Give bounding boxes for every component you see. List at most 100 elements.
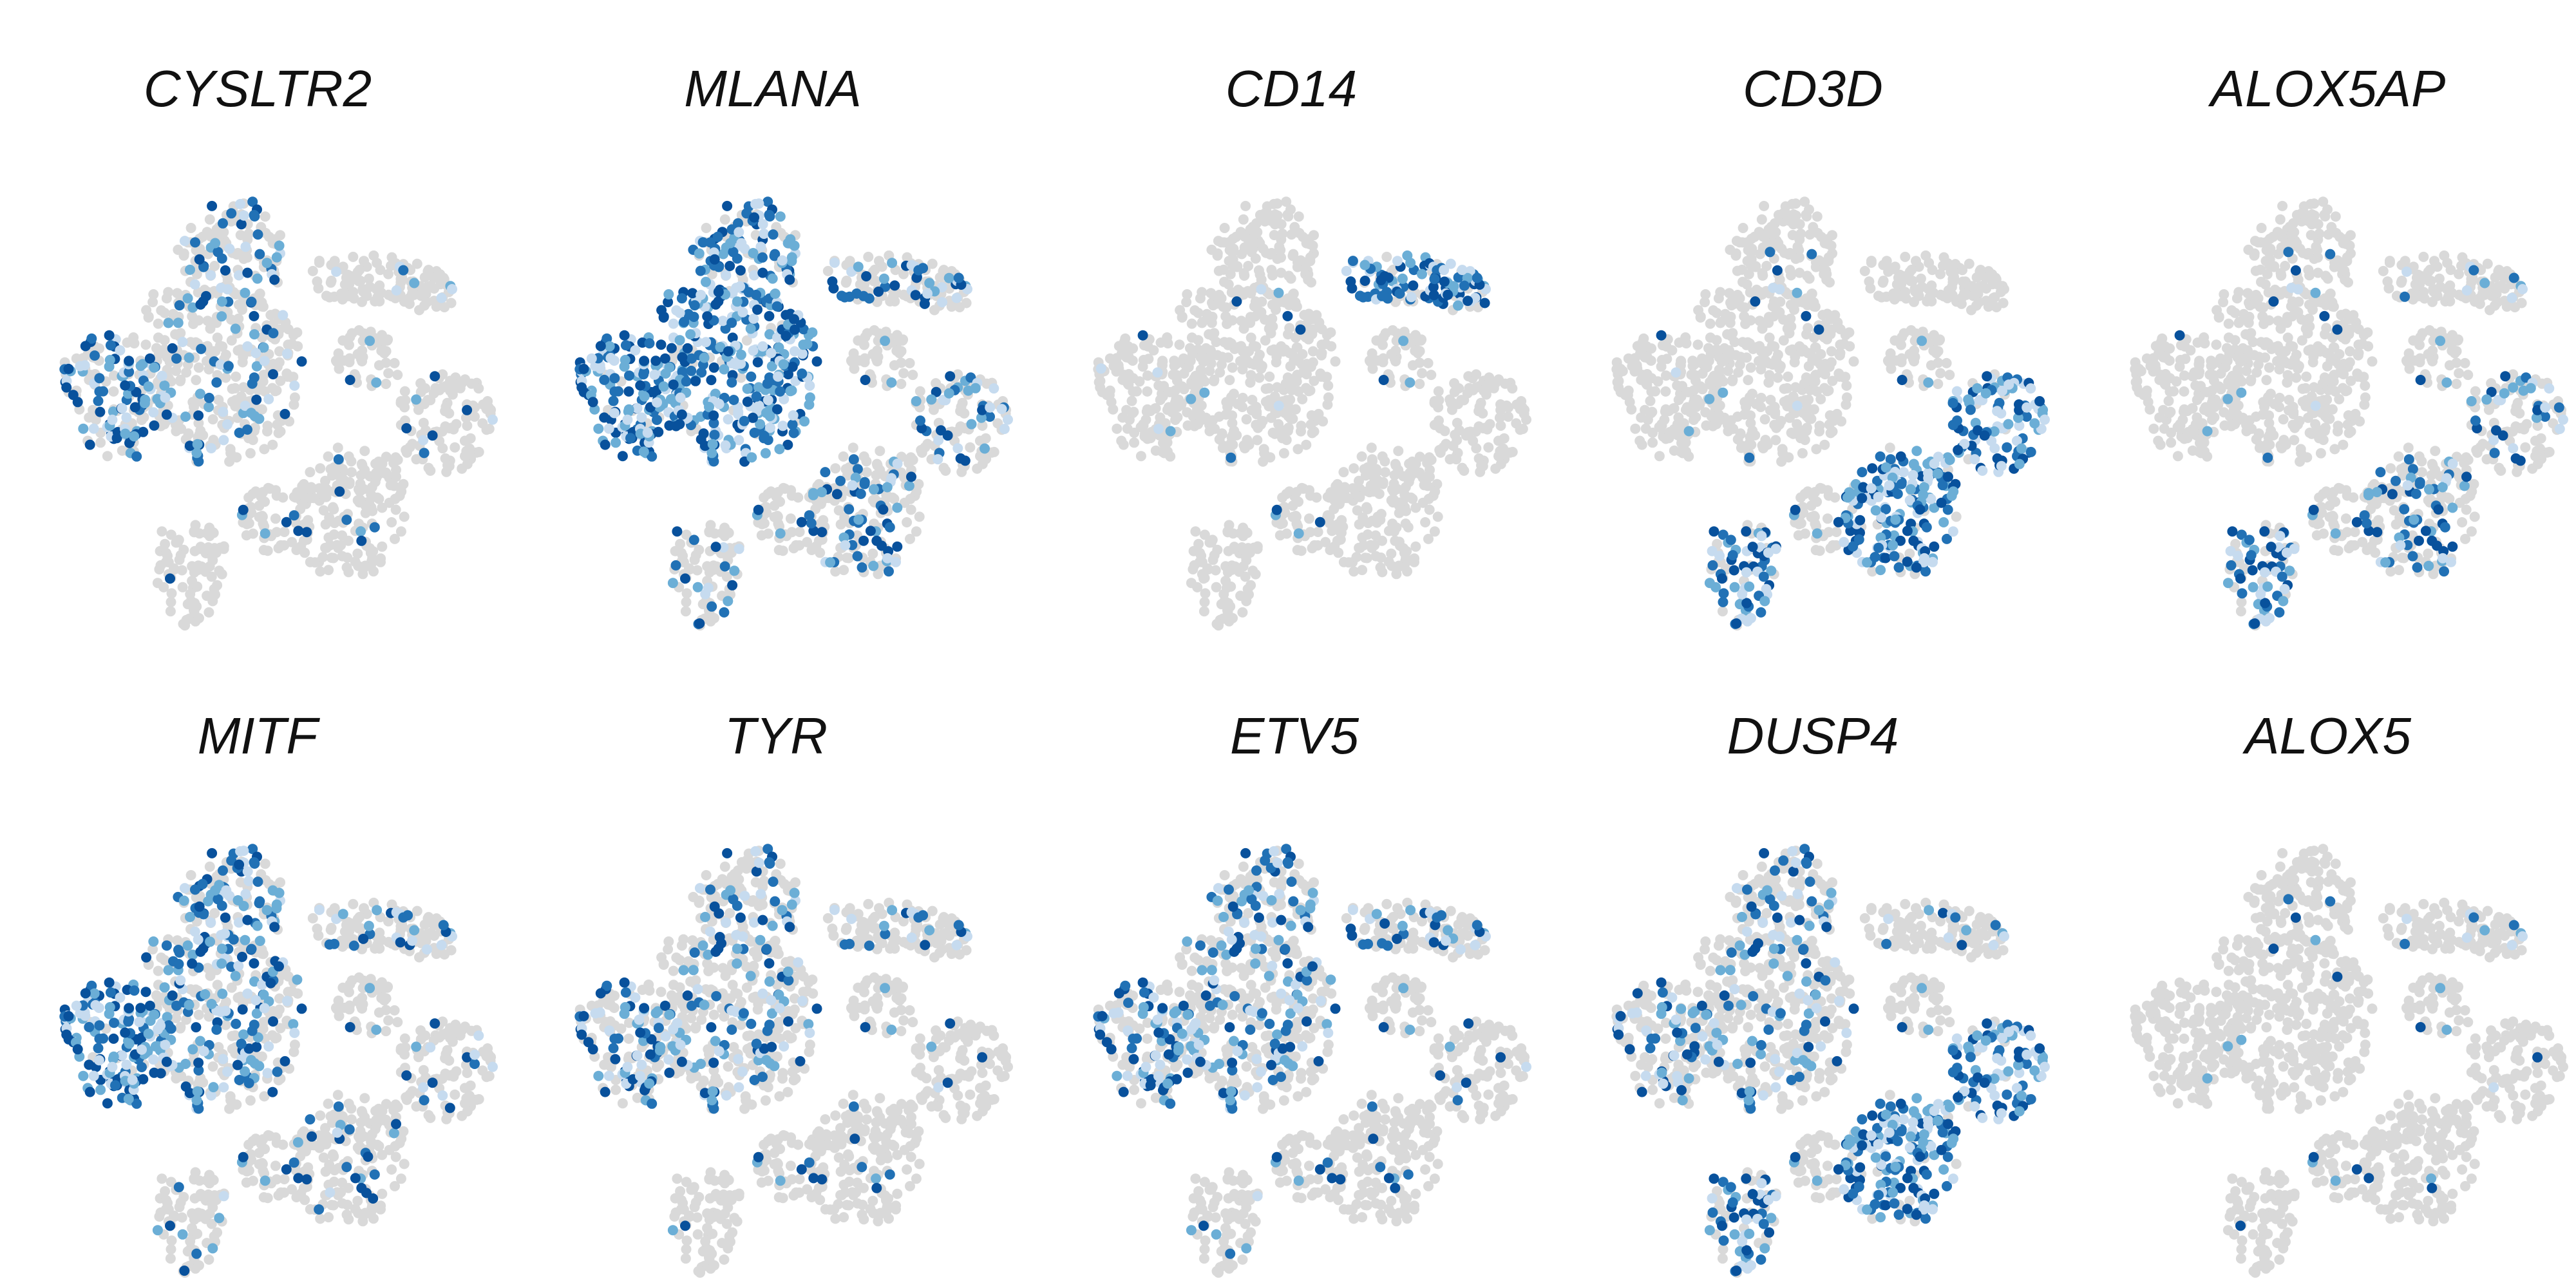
cell-point — [271, 252, 282, 263]
cell-point — [719, 561, 730, 572]
cell-point — [624, 370, 634, 381]
cell-point — [143, 311, 154, 322]
cell-point — [1794, 267, 1805, 278]
cell-point — [658, 381, 669, 392]
cell-point — [2179, 386, 2190, 397]
cell-point — [1636, 439, 1647, 450]
cell-point — [700, 589, 711, 600]
cell-point — [346, 467, 357, 478]
cell-point — [328, 553, 339, 564]
cell-point — [2194, 355, 2205, 366]
cell-point — [735, 281, 746, 292]
cell-point — [1897, 375, 1908, 385]
cell-point — [911, 396, 922, 406]
cell-point — [1434, 444, 1445, 455]
cell-point — [1134, 376, 1145, 387]
cell-point — [680, 573, 690, 584]
cell-point — [395, 526, 406, 537]
cell-point — [1414, 468, 1425, 479]
cell-point — [407, 439, 418, 450]
cell-point — [840, 540, 851, 551]
cell-point — [2159, 423, 2170, 434]
cell-point — [84, 412, 95, 423]
cell-point — [108, 386, 119, 397]
cell-point — [1325, 327, 1336, 338]
cell-point — [772, 301, 782, 312]
cell-point — [2161, 352, 2172, 363]
cell-point — [751, 391, 762, 402]
cell-point — [409, 289, 420, 300]
cell-point — [1278, 448, 1289, 459]
cell-point — [1812, 386, 1823, 397]
cell-point — [860, 375, 871, 385]
cell-point — [892, 502, 903, 513]
cell-point — [1707, 560, 1718, 571]
cell-point — [868, 484, 879, 495]
cell-point — [1231, 287, 1242, 298]
cell-point — [392, 370, 403, 381]
cell-point — [1303, 513, 1314, 524]
cell-point — [2154, 412, 2165, 423]
cell-point — [1801, 411, 1812, 422]
cell-point — [275, 230, 285, 241]
cell-point — [1189, 560, 1200, 571]
cell-point — [216, 283, 227, 293]
cell-point — [307, 265, 318, 276]
cell-point — [875, 446, 886, 457]
cell-point — [1923, 377, 1934, 388]
cell-point — [775, 528, 786, 539]
cell-point — [620, 340, 631, 351]
cell-point — [677, 352, 688, 363]
cell-point — [1320, 339, 1331, 349]
cell-point — [413, 404, 424, 415]
cell-point — [1833, 516, 1844, 527]
cell-point — [884, 566, 894, 577]
cell-point — [1935, 269, 1946, 279]
cell-point — [1759, 414, 1770, 425]
cell-point — [1848, 356, 1859, 367]
cell-point — [952, 443, 963, 454]
cell-point — [1825, 543, 1836, 554]
cell-point — [2204, 369, 2215, 380]
cell-point — [1240, 571, 1251, 582]
cell-point — [1378, 375, 1389, 385]
cell-point — [1822, 513, 1833, 524]
cell-point — [768, 229, 779, 240]
cell-point — [177, 582, 188, 592]
cell-point — [1659, 414, 1670, 425]
cell-point — [355, 469, 366, 480]
cell-point — [1913, 288, 1924, 299]
cell-point — [1726, 300, 1737, 311]
cell-point — [1390, 535, 1401, 546]
cell-point — [1276, 267, 1287, 278]
cell-point — [324, 292, 335, 303]
cell-point — [1129, 437, 1140, 448]
cell-point — [1305, 419, 1316, 430]
cell-point — [739, 415, 750, 426]
cell-point — [246, 296, 257, 307]
cell-point — [985, 402, 996, 413]
cell-point — [270, 513, 281, 524]
cell-point — [460, 412, 471, 423]
cell-point — [593, 423, 604, 434]
cell-point — [1814, 324, 1824, 335]
cell-point — [1198, 573, 1209, 584]
cell-point — [1312, 527, 1323, 537]
cell-point — [343, 535, 354, 546]
cell-point — [1246, 247, 1257, 258]
cell-point — [775, 497, 786, 507]
cell-point — [1003, 414, 1013, 425]
cell-point — [2159, 341, 2170, 352]
cell-point — [139, 398, 150, 408]
cell-point — [676, 293, 687, 304]
cell-point — [1746, 430, 1757, 440]
cell-point — [786, 256, 797, 267]
cell-point — [852, 551, 863, 562]
cell-point — [1803, 323, 1814, 334]
cell-point — [728, 395, 739, 405]
cell-point — [965, 442, 976, 453]
cell-point — [1182, 289, 1193, 299]
cell-point — [1718, 596, 1728, 607]
cell-point — [1624, 397, 1635, 408]
cell-point — [2185, 345, 2196, 355]
